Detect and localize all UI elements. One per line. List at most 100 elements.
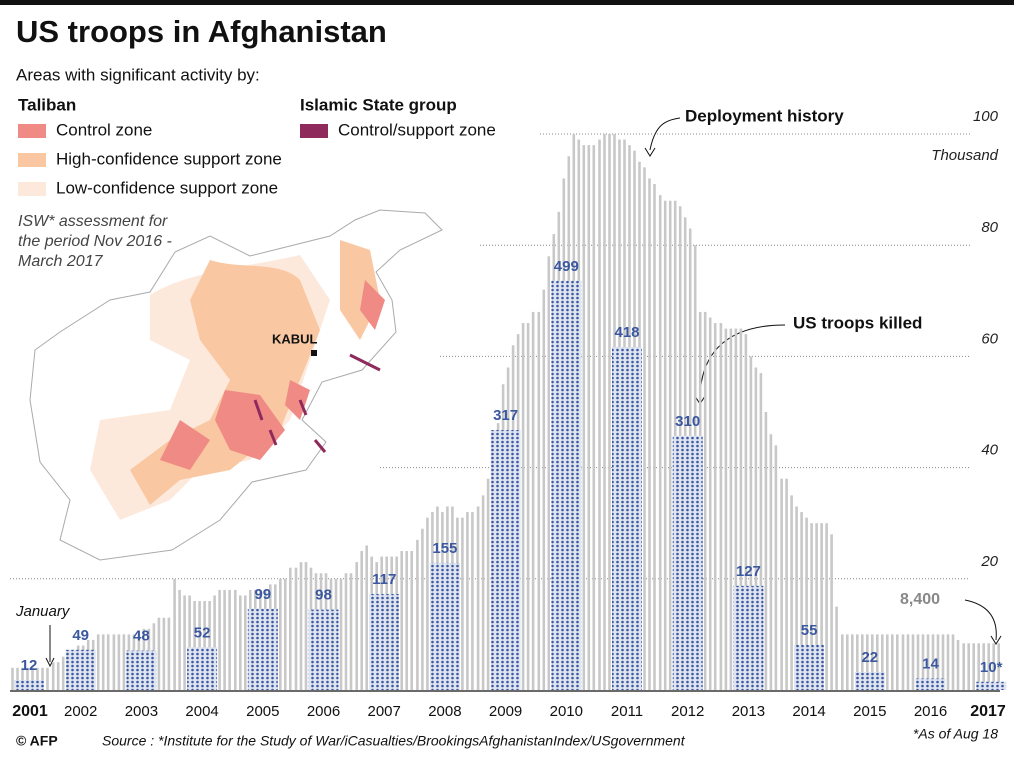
deployment-bar [279,578,282,690]
y-tick-label: 20 [980,553,998,570]
killed-label: 52 [194,624,211,641]
deployment-bar [668,200,672,690]
x-tick-label: 2007 [368,703,401,720]
killed-column [794,644,825,690]
killed-label: 418 [614,324,639,341]
killed-column [187,647,218,690]
killed-label: 10* [980,659,1003,676]
x-tick-label: 2017 [970,703,1006,720]
deployment-bar [795,506,798,690]
killed-label: 127 [736,563,761,580]
killed-column [126,650,157,690]
deployment-bar [713,323,717,690]
deployment-bar [26,667,29,690]
deployment-bar [304,562,308,690]
deployment-bar [987,643,990,690]
deployment-bar [951,634,955,690]
deployment-bar [846,634,849,690]
killed-label: 499 [554,258,579,275]
x-tick-label: 2010 [550,703,583,720]
deployment-bar [653,184,656,691]
legend-label: Low-confidence support zone [56,178,278,197]
annotation: Deployment history [685,106,844,125]
deployment-bar [101,634,105,690]
deployment-bar [871,634,874,690]
deployment-bar [228,589,231,690]
deployment-bar [122,634,126,690]
zone [160,280,385,470]
deployment-bar [547,256,551,690]
city-label: KABUL [272,331,318,346]
deployment-bar [724,328,728,690]
deployment-bar [56,662,60,690]
deployment-bar [476,506,480,690]
deployment-bar [729,328,733,690]
deployment-bar [739,328,743,690]
legend-swatch [18,124,46,138]
legend-heading: Taliban [18,95,76,114]
footnote: *As of Aug 18 [913,726,998,742]
killed-column [976,681,1007,690]
x-tick-label: 2009 [489,703,522,720]
deployment-bar [96,634,100,690]
deployment-bar [481,495,485,690]
deployment-bar [157,617,161,690]
source: Source : *Institute for the Study of War… [102,733,686,749]
killed-column [915,678,946,690]
map: KABUL [29,209,443,561]
killed-label: 55 [801,622,818,639]
killed-label: 317 [493,407,518,424]
legend-label: High-confidence support zone [56,149,282,168]
deployment-bar [906,634,910,690]
deployment-bar [299,562,303,690]
deployment-bar [856,634,859,690]
deployment-bar [400,551,403,690]
deployment-bar [531,311,535,690]
deployment-bar [886,634,889,690]
x-tick-label: 2004 [185,703,218,720]
legend-swatch [300,124,328,138]
deployment-bar [926,634,930,690]
city-marker [311,350,317,356]
killed-label: 22 [861,649,878,666]
y-tick-label: 40 [981,442,998,459]
deployment-bar [244,595,247,690]
x-tick-label: 2008 [428,703,461,720]
deployment-bar [648,178,651,691]
deployment-bar [587,145,591,690]
deployment-bar [167,617,171,690]
deployment-bar [471,512,474,690]
deployment-bar [972,643,975,690]
deployment-bar [188,595,191,690]
deployment-bar [658,195,662,690]
deployment-bar [198,601,201,690]
killed-label: 12 [21,657,38,674]
deployment-bar [962,643,965,690]
legend-swatch [18,153,46,167]
deployment-bar [769,434,773,690]
deployment-bar [916,634,920,690]
deployment-bar [820,523,823,690]
deployment-bar [416,539,419,690]
deployment-bar [876,634,879,690]
credit: © AFP [16,733,58,749]
deployment-bar [967,643,970,690]
deployment-bar [931,634,935,690]
x-tick-label: 2012 [671,703,704,720]
killed-label: 99 [254,586,271,603]
arrow [990,635,1002,645]
deployment-bar [744,334,748,690]
deployment-bar [805,517,808,690]
deployment-bar [339,578,343,690]
deployment-bar [526,323,530,690]
deployment-bar [825,523,828,690]
deployment-bar [466,512,469,690]
deployment-bar [239,595,242,690]
deployment-bar [608,134,611,690]
deployment-bar [213,595,216,690]
deployment-bar [663,200,667,690]
x-tick-label: 2002 [64,703,97,720]
deployment-bar [365,545,368,690]
deployment-bar [537,311,541,690]
deployment-bar [36,667,39,690]
